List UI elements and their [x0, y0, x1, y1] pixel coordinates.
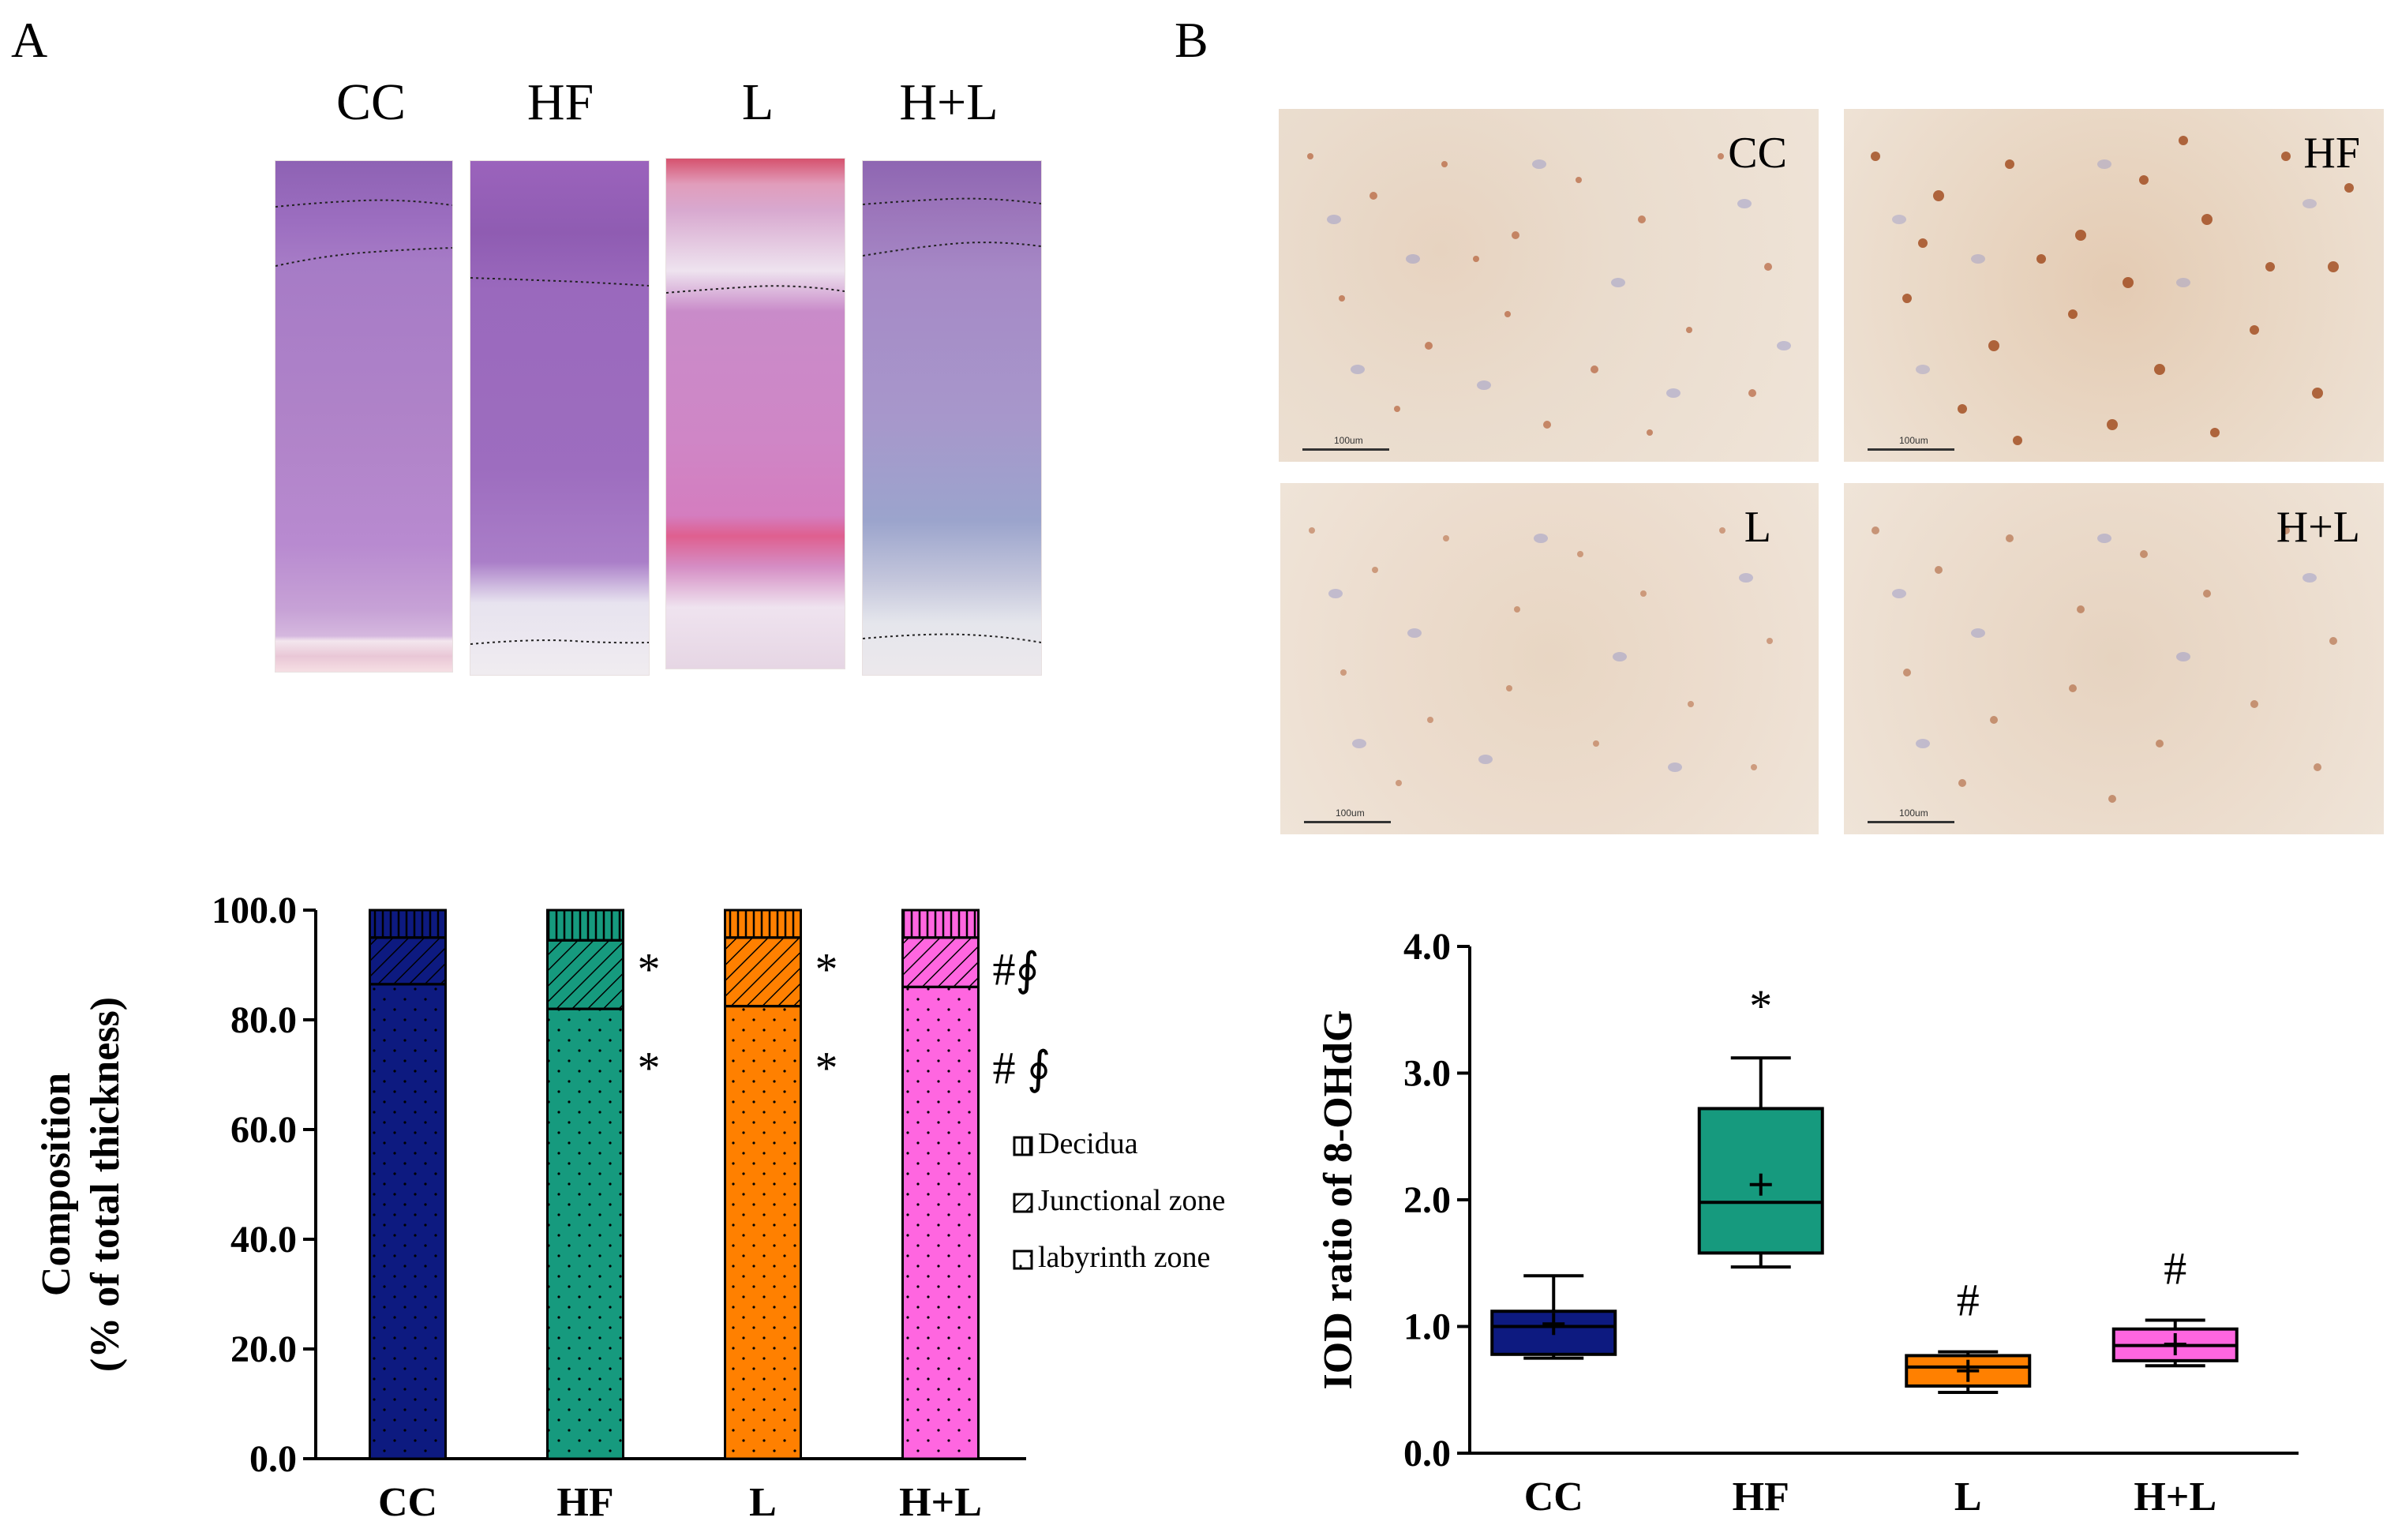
histology-label-hf: HF	[526, 73, 594, 131]
x-tick-label: L	[749, 1480, 777, 1525]
significance-annotation: #∮	[993, 943, 1040, 995]
ihc-texture-hl	[1872, 526, 2337, 803]
bar-segment-pattern	[901, 909, 980, 939]
significance-annotation: *	[638, 1043, 661, 1094]
ihc-image-l: L 100um	[1280, 483, 1819, 834]
ihc-texture-cc	[1307, 153, 1791, 436]
legend-label: labyrinth zone	[1038, 1241, 1210, 1274]
x-tick-label: HF	[1733, 1474, 1789, 1519]
legend-swatch-pattern	[1013, 1193, 1033, 1213]
y-axis-label: Composition	[34, 1073, 79, 1296]
bar-segment-pattern	[724, 936, 802, 1008]
x-tick-label: H+L	[2134, 1474, 2216, 1519]
significance-annotation: *	[1749, 980, 1772, 1032]
significance-annotation: *	[815, 1043, 838, 1094]
bar-segment-pattern	[369, 936, 447, 986]
x-tick-label: HF	[556, 1480, 613, 1525]
histology-image-cc	[275, 160, 453, 673]
y-tick-label: 100.0	[212, 890, 297, 931]
significance-annotation: # ∮	[993, 1043, 1051, 1094]
significance-annotation: #	[1957, 1275, 1980, 1326]
box-plot-chart: 0.0 1.0 2.0 3.0 4.0 IOD ratio of 8-OHdG CC * HF #…	[1316, 926, 2299, 1519]
bar-segment-pattern	[369, 983, 447, 1460]
scale-text: 100um	[1899, 435, 1928, 446]
y-tick-label: 2.0	[1403, 1179, 1451, 1221]
histology-label-l: L	[741, 73, 774, 131]
scale-bar	[1868, 821, 1954, 823]
bar-segment-pattern	[724, 909, 802, 939]
significance-annotation: *	[815, 943, 838, 995]
ihc-texture-l	[1309, 527, 1773, 786]
ihc-texture-hf	[1871, 136, 2354, 445]
x-tick-label: H+L	[899, 1480, 982, 1525]
significance-annotation: #	[2164, 1242, 2186, 1294]
ihc-label-cc: CC	[1728, 129, 1787, 178]
legend-swatch-pattern	[1013, 1250, 1033, 1270]
scale-bar	[1304, 821, 1391, 823]
scale-text: 100um	[1336, 807, 1365, 819]
y-tick-label: 4.0	[1403, 926, 1451, 968]
histology-label-cc: CC	[335, 73, 407, 131]
y-tick-label: 1.0	[1403, 1306, 1451, 1348]
scale-text: 100um	[1334, 435, 1363, 446]
y-axis-label-2: (% of total thickness)	[83, 997, 128, 1372]
bar-segment-pattern	[369, 909, 447, 939]
y-tick-label: 0.0	[1403, 1433, 1451, 1474]
scale-bar	[1868, 448, 1954, 451]
ihc-image-cc: CC 100um	[1279, 109, 1819, 462]
histology-image-hf	[470, 160, 650, 676]
x-tick-label: CC	[378, 1480, 437, 1525]
legend-swatch-pattern	[1013, 1136, 1033, 1156]
bar-segment-pattern	[724, 1005, 802, 1460]
scale-text: 100um	[1899, 807, 1928, 819]
scale-bar	[1302, 448, 1389, 451]
y-tick-label: 80.0	[230, 999, 297, 1041]
stacked-bar-chart: 0.0 20.0 40.0 60.0 80.0 100.0 Composition (% of…	[34, 890, 1225, 1525]
y-tick-label: 40.0	[230, 1219, 297, 1261]
ihc-image-hf: HF 100um	[1844, 109, 2384, 462]
x-tick-label: CC	[1524, 1474, 1583, 1519]
ihc-label-hf: HF	[2303, 129, 2360, 178]
ihc-image-hl: H+L 100um	[1844, 483, 2384, 834]
y-tick-label: 3.0	[1403, 1053, 1451, 1095]
panel-a-letter: A	[11, 12, 48, 68]
panel-b-letter: B	[1175, 12, 1208, 68]
x-tick-label: L	[1954, 1474, 1982, 1519]
histology-image-l	[665, 158, 845, 669]
bar-segment-pattern	[901, 936, 980, 988]
y-tick-label: 20.0	[230, 1328, 297, 1370]
ihc-label-hl: H+L	[2276, 503, 2360, 552]
histology-label-hl: H+L	[899, 73, 999, 131]
ihc-label-l: L	[1744, 503, 1771, 552]
y-tick-label: 60.0	[230, 1109, 297, 1151]
histology-image-hl	[862, 160, 1042, 676]
significance-annotation: *	[638, 943, 661, 995]
bar-segment-pattern	[546, 939, 624, 1010]
legend-label: Decidua	[1038, 1127, 1138, 1160]
y-tick-label: 0.0	[249, 1438, 297, 1480]
y-axis-label: IOD ratio of 8-OHdG	[1316, 1010, 1361, 1390]
bar-segment-pattern	[546, 909, 624, 942]
bar-segment-pattern	[901, 985, 980, 1460]
legend-label: Junctional zone	[1038, 1184, 1225, 1217]
bar-segment-pattern	[546, 1007, 624, 1460]
